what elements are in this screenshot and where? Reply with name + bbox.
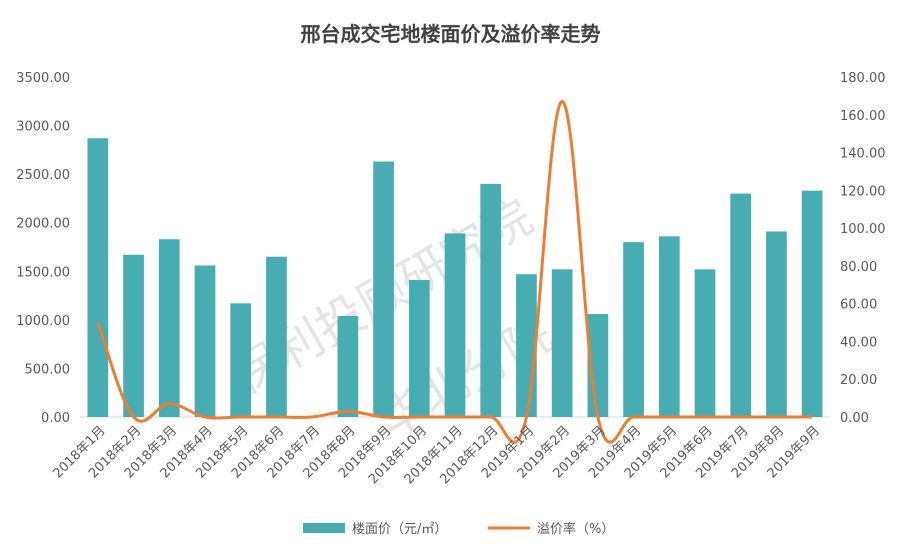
bar — [658, 236, 680, 417]
legend-label-line: 溢价率（%） — [537, 521, 614, 537]
y-left-tick-label: 3500.00 — [16, 71, 70, 86]
bar — [444, 233, 466, 417]
bar — [158, 239, 180, 417]
y-right-tick-label: 140.00 — [840, 147, 886, 162]
bar — [516, 274, 537, 417]
y-right-tick-label: 160.00 — [840, 109, 886, 124]
chart-title: 邢台成交宅地楼面价及溢价率走势 — [300, 22, 601, 46]
y-right-tick-label: 60.00 — [840, 298, 877, 313]
y-left-tick-label: 2500.00 — [16, 168, 70, 183]
bar — [123, 254, 144, 417]
bar — [766, 231, 787, 417]
y-right-tick-label: 180.00 — [840, 71, 886, 86]
bar — [337, 315, 359, 417]
bar — [373, 161, 394, 417]
y-right-tick-label: 20.00 — [840, 373, 877, 388]
bar — [801, 190, 823, 417]
y-right-tick-label: 120.00 — [840, 184, 886, 199]
y-left-tick-label: 3000.00 — [16, 120, 70, 135]
y-left-tick-label: 1000.00 — [16, 314, 70, 329]
line-series-premium-rate — [96, 100, 813, 444]
y-right-tick-label: 40.00 — [840, 335, 877, 350]
bar — [694, 269, 716, 417]
bar — [480, 183, 502, 417]
bar — [623, 242, 644, 417]
bar — [408, 280, 430, 417]
bar — [551, 269, 573, 417]
y-right-tick-label: 80.00 — [840, 260, 877, 275]
y-right-tick-label: 100.00 — [840, 222, 886, 237]
y-left-tick-label: 1500.00 — [16, 265, 70, 280]
legend-label-bar: 楼面价（元/㎡） — [352, 522, 447, 537]
bar — [87, 138, 109, 417]
y-left-tick-label: 0.00 — [41, 411, 70, 426]
bar — [230, 303, 252, 417]
bar — [194, 265, 216, 417]
bar — [266, 256, 287, 417]
y-left-tick-label: 500.00 — [25, 362, 71, 377]
y-right-tick-label: 0.00 — [840, 411, 869, 426]
legend-swatch-bar — [303, 523, 345, 533]
bar — [730, 193, 752, 417]
y-left-tick-label: 2000.00 — [16, 217, 70, 232]
